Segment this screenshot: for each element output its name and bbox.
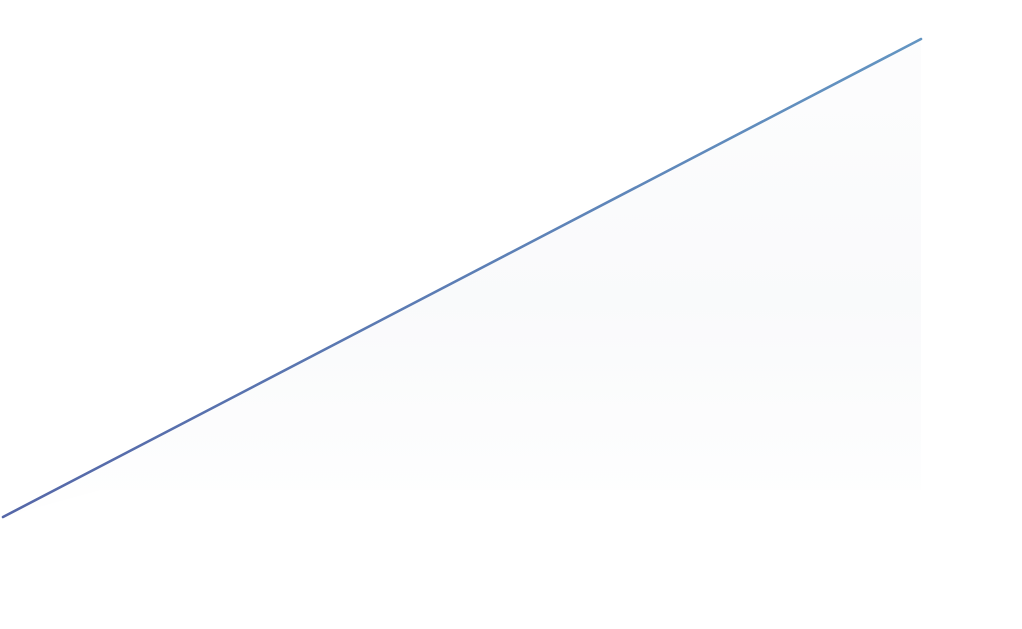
diagonal-line <box>1 37 923 519</box>
